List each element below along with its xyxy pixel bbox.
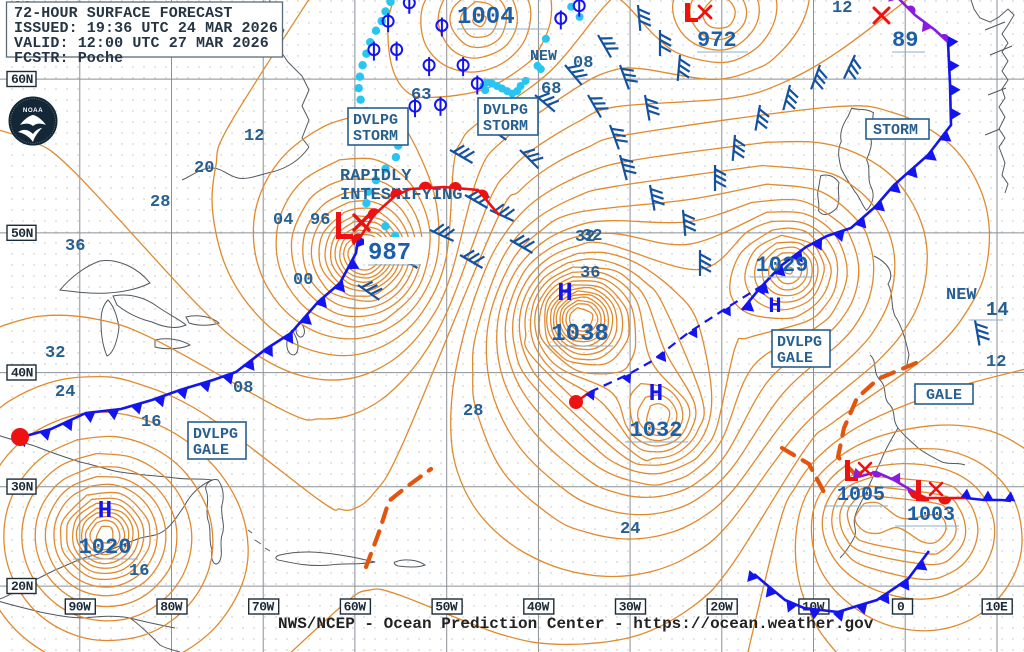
svg-text:H: H: [98, 498, 112, 525]
svg-text:08: 08: [573, 54, 593, 73]
svg-text:70W: 70W: [252, 600, 275, 615]
svg-text:24: 24: [55, 383, 75, 402]
svg-text:32: 32: [575, 228, 595, 247]
svg-text:0: 0: [897, 600, 905, 615]
svg-text:50N: 50N: [11, 226, 33, 241]
svg-text:16: 16: [129, 562, 149, 581]
svg-text:20N: 20N: [11, 579, 33, 594]
svg-text:1003: 1003: [907, 504, 955, 527]
svg-text:1005: 1005: [837, 484, 885, 507]
svg-text:12: 12: [986, 353, 1006, 372]
svg-text:INTESNIFYING: INTESNIFYING: [340, 186, 462, 205]
svg-text:DVLPG: DVLPG: [483, 102, 528, 119]
svg-text:NWS/NCEP - Ocean Prediction Ce: NWS/NCEP - Ocean Prediction Center - htt…: [278, 615, 874, 633]
svg-text:NEW: NEW: [946, 286, 977, 305]
svg-text:GALE: GALE: [193, 442, 229, 459]
svg-text:10E: 10E: [985, 600, 1008, 615]
svg-text:36: 36: [65, 237, 85, 256]
svg-text:H: H: [768, 294, 781, 319]
svg-text:40W: 40W: [527, 600, 550, 615]
svg-text:GALE: GALE: [777, 350, 813, 367]
svg-text:28: 28: [150, 193, 170, 212]
svg-text:80W: 80W: [160, 600, 183, 615]
svg-text:16: 16: [141, 413, 161, 432]
svg-text:DVLPG: DVLPG: [777, 334, 822, 351]
svg-text:H: H: [649, 381, 663, 408]
svg-text:08: 08: [233, 379, 253, 398]
svg-text:24: 24: [620, 520, 640, 539]
svg-text:60W: 60W: [344, 600, 367, 615]
svg-text:NOAA: NOAA: [23, 107, 43, 114]
svg-text:1032: 1032: [630, 418, 683, 443]
svg-text:STORM: STORM: [873, 122, 918, 139]
svg-text:12: 12: [244, 127, 264, 146]
svg-text:04: 04: [273, 211, 293, 230]
svg-text:1038: 1038: [551, 321, 609, 348]
svg-text:FCSTR: Poche: FCSTR: Poche: [14, 50, 123, 67]
svg-text:1004: 1004: [457, 4, 515, 31]
svg-text:40N: 40N: [11, 366, 33, 381]
svg-text:30N: 30N: [11, 480, 33, 495]
svg-text:30W: 30W: [619, 600, 642, 615]
svg-text:DVLPG: DVLPG: [353, 112, 398, 129]
svg-text:28: 28: [463, 402, 483, 421]
svg-text:50W: 50W: [435, 600, 458, 615]
svg-text:1020: 1020: [79, 535, 132, 560]
svg-text:12: 12: [832, 0, 852, 18]
svg-text:GALE: GALE: [926, 387, 962, 404]
svg-text:68: 68: [541, 80, 561, 99]
svg-text:STORM: STORM: [353, 128, 398, 145]
svg-text:00: 00: [293, 271, 313, 290]
svg-text:RAPIDLY: RAPIDLY: [340, 167, 412, 186]
svg-text:H: H: [557, 278, 573, 308]
svg-text:60N: 60N: [11, 72, 33, 87]
svg-text:32: 32: [45, 344, 65, 363]
svg-text:DVLPG: DVLPG: [193, 426, 238, 443]
svg-text:987: 987: [368, 240, 411, 267]
svg-text:NEW: NEW: [530, 48, 557, 65]
svg-text:972: 972: [697, 28, 737, 53]
svg-text:20: 20: [194, 159, 214, 178]
svg-text:1029: 1029: [756, 253, 809, 278]
svg-text:90W: 90W: [69, 600, 92, 615]
svg-text:96: 96: [310, 211, 330, 230]
svg-text:STORM: STORM: [483, 118, 528, 135]
svg-text:14: 14: [986, 299, 1009, 321]
svg-text:36: 36: [580, 264, 600, 283]
svg-text:63: 63: [411, 86, 431, 105]
svg-text:89: 89: [892, 28, 918, 53]
svg-text:20W: 20W: [710, 600, 733, 615]
